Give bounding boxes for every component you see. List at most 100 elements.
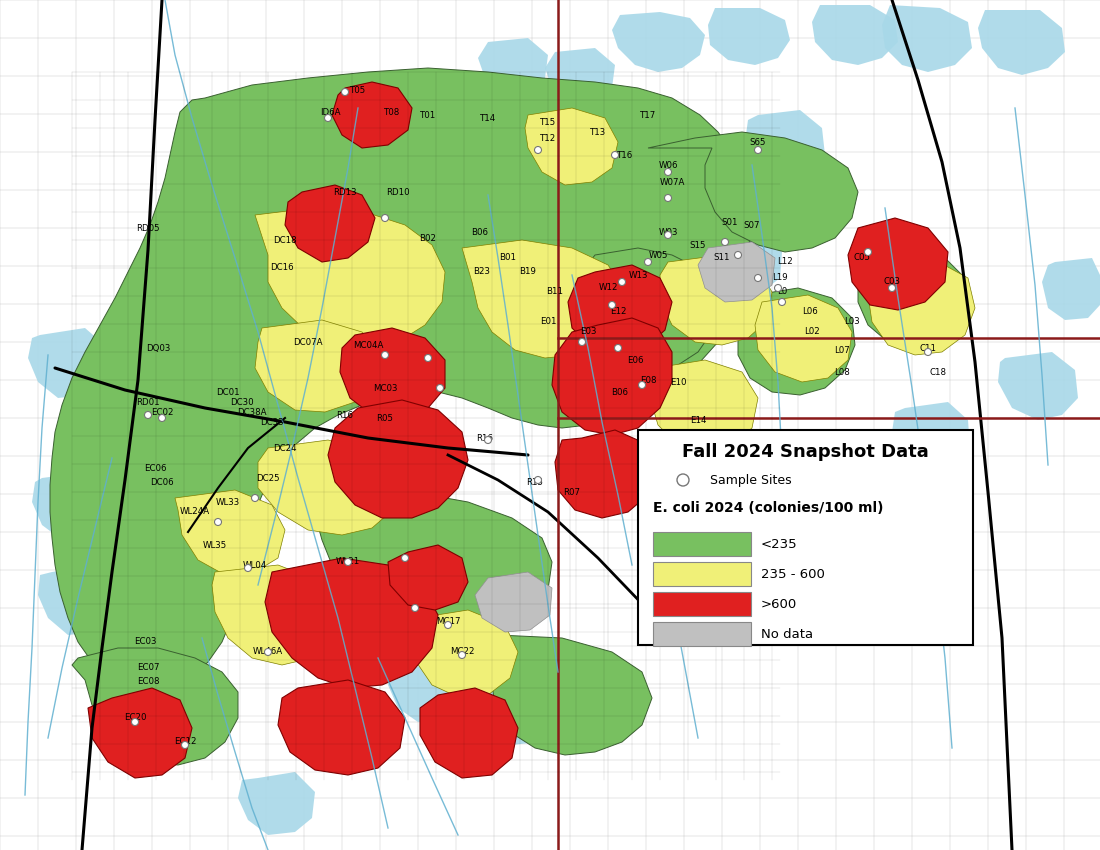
Text: RD05: RD05 bbox=[136, 224, 160, 233]
Polygon shape bbox=[612, 12, 705, 72]
Circle shape bbox=[144, 411, 152, 418]
Polygon shape bbox=[434, 635, 652, 755]
Circle shape bbox=[459, 651, 465, 659]
Polygon shape bbox=[420, 688, 518, 778]
Polygon shape bbox=[282, 142, 369, 208]
Bar bbox=[653, 562, 751, 586]
Circle shape bbox=[779, 298, 785, 305]
Text: EC08: EC08 bbox=[136, 677, 160, 687]
Circle shape bbox=[244, 564, 252, 571]
Text: WL35: WL35 bbox=[202, 541, 227, 549]
Text: DC24: DC24 bbox=[273, 444, 297, 452]
Circle shape bbox=[722, 239, 728, 246]
Circle shape bbox=[324, 115, 331, 122]
Text: WL46A: WL46A bbox=[253, 648, 283, 656]
Text: DC01: DC01 bbox=[217, 388, 240, 396]
Text: EC06: EC06 bbox=[144, 463, 166, 473]
Polygon shape bbox=[72, 648, 238, 765]
Circle shape bbox=[865, 248, 871, 256]
Text: T13: T13 bbox=[590, 128, 606, 137]
Polygon shape bbox=[745, 110, 825, 175]
Circle shape bbox=[425, 354, 431, 361]
Polygon shape bbox=[482, 682, 558, 745]
Circle shape bbox=[755, 146, 761, 154]
Text: L12: L12 bbox=[777, 258, 793, 267]
Polygon shape bbox=[32, 472, 108, 540]
Text: E18: E18 bbox=[650, 430, 667, 439]
Circle shape bbox=[638, 382, 646, 388]
Text: DC16: DC16 bbox=[271, 264, 294, 273]
Text: EC03: EC03 bbox=[134, 638, 156, 647]
Text: ID6A: ID6A bbox=[320, 107, 340, 116]
Polygon shape bbox=[336, 592, 408, 650]
Polygon shape bbox=[88, 688, 192, 778]
Polygon shape bbox=[544, 48, 615, 102]
Text: RD01: RD01 bbox=[136, 398, 160, 406]
Text: L0: L0 bbox=[777, 287, 788, 297]
Polygon shape bbox=[738, 288, 855, 395]
Text: >600: >600 bbox=[761, 598, 798, 610]
Circle shape bbox=[676, 474, 689, 486]
Circle shape bbox=[444, 621, 451, 628]
Circle shape bbox=[664, 168, 671, 175]
Polygon shape bbox=[478, 38, 548, 92]
Text: W13: W13 bbox=[628, 270, 648, 280]
Circle shape bbox=[615, 344, 622, 352]
Circle shape bbox=[182, 741, 188, 749]
Text: W07A: W07A bbox=[659, 178, 684, 186]
Text: DC30: DC30 bbox=[230, 398, 254, 406]
Text: Sample Sites: Sample Sites bbox=[710, 473, 792, 486]
Text: WL04: WL04 bbox=[243, 560, 267, 570]
Circle shape bbox=[645, 258, 651, 265]
FancyBboxPatch shape bbox=[638, 430, 974, 645]
Polygon shape bbox=[255, 320, 378, 412]
Polygon shape bbox=[345, 218, 425, 282]
Text: T14: T14 bbox=[480, 114, 496, 122]
Polygon shape bbox=[708, 235, 782, 295]
Polygon shape bbox=[812, 5, 898, 65]
Bar bbox=[653, 532, 751, 556]
Text: DC38A: DC38A bbox=[238, 407, 266, 416]
Text: T17: T17 bbox=[640, 110, 656, 120]
Text: B01: B01 bbox=[499, 253, 517, 263]
Circle shape bbox=[612, 151, 618, 158]
Polygon shape bbox=[39, 565, 116, 635]
Polygon shape bbox=[278, 680, 405, 775]
Text: C05: C05 bbox=[854, 253, 870, 263]
Circle shape bbox=[411, 604, 418, 611]
Text: Fall 2024 Snapshot Data: Fall 2024 Snapshot Data bbox=[682, 443, 928, 461]
Text: RD10: RD10 bbox=[386, 188, 410, 196]
Text: T05: T05 bbox=[350, 86, 366, 94]
Text: E06: E06 bbox=[627, 355, 644, 365]
Text: L08: L08 bbox=[834, 367, 850, 377]
Polygon shape bbox=[708, 8, 790, 65]
Polygon shape bbox=[1042, 258, 1100, 320]
Polygon shape bbox=[328, 400, 468, 518]
Text: T01: T01 bbox=[420, 110, 436, 120]
Text: DC18: DC18 bbox=[273, 235, 297, 245]
Text: S07: S07 bbox=[744, 220, 760, 230]
Polygon shape bbox=[212, 565, 340, 665]
Circle shape bbox=[214, 518, 221, 525]
Text: DC33: DC33 bbox=[261, 417, 284, 427]
Text: MC22: MC22 bbox=[450, 648, 474, 656]
Text: S65: S65 bbox=[750, 138, 767, 146]
Text: W06: W06 bbox=[658, 161, 678, 169]
Text: WL24A: WL24A bbox=[180, 507, 210, 517]
Text: R16: R16 bbox=[476, 434, 494, 443]
Text: 235 - 600: 235 - 600 bbox=[761, 568, 825, 581]
Circle shape bbox=[535, 146, 541, 154]
Text: T16: T16 bbox=[617, 150, 634, 160]
Polygon shape bbox=[755, 295, 852, 382]
Text: RD13: RD13 bbox=[333, 188, 356, 196]
Circle shape bbox=[618, 279, 626, 286]
Circle shape bbox=[735, 252, 741, 258]
Polygon shape bbox=[892, 402, 970, 470]
Circle shape bbox=[264, 649, 272, 655]
Circle shape bbox=[158, 415, 165, 422]
Text: E. coli 2024 (colonies/100 ml): E. coli 2024 (colonies/100 ml) bbox=[653, 501, 883, 515]
Polygon shape bbox=[978, 10, 1065, 75]
Polygon shape bbox=[388, 662, 465, 722]
Text: DC06: DC06 bbox=[151, 478, 174, 486]
Text: E01: E01 bbox=[540, 318, 557, 326]
